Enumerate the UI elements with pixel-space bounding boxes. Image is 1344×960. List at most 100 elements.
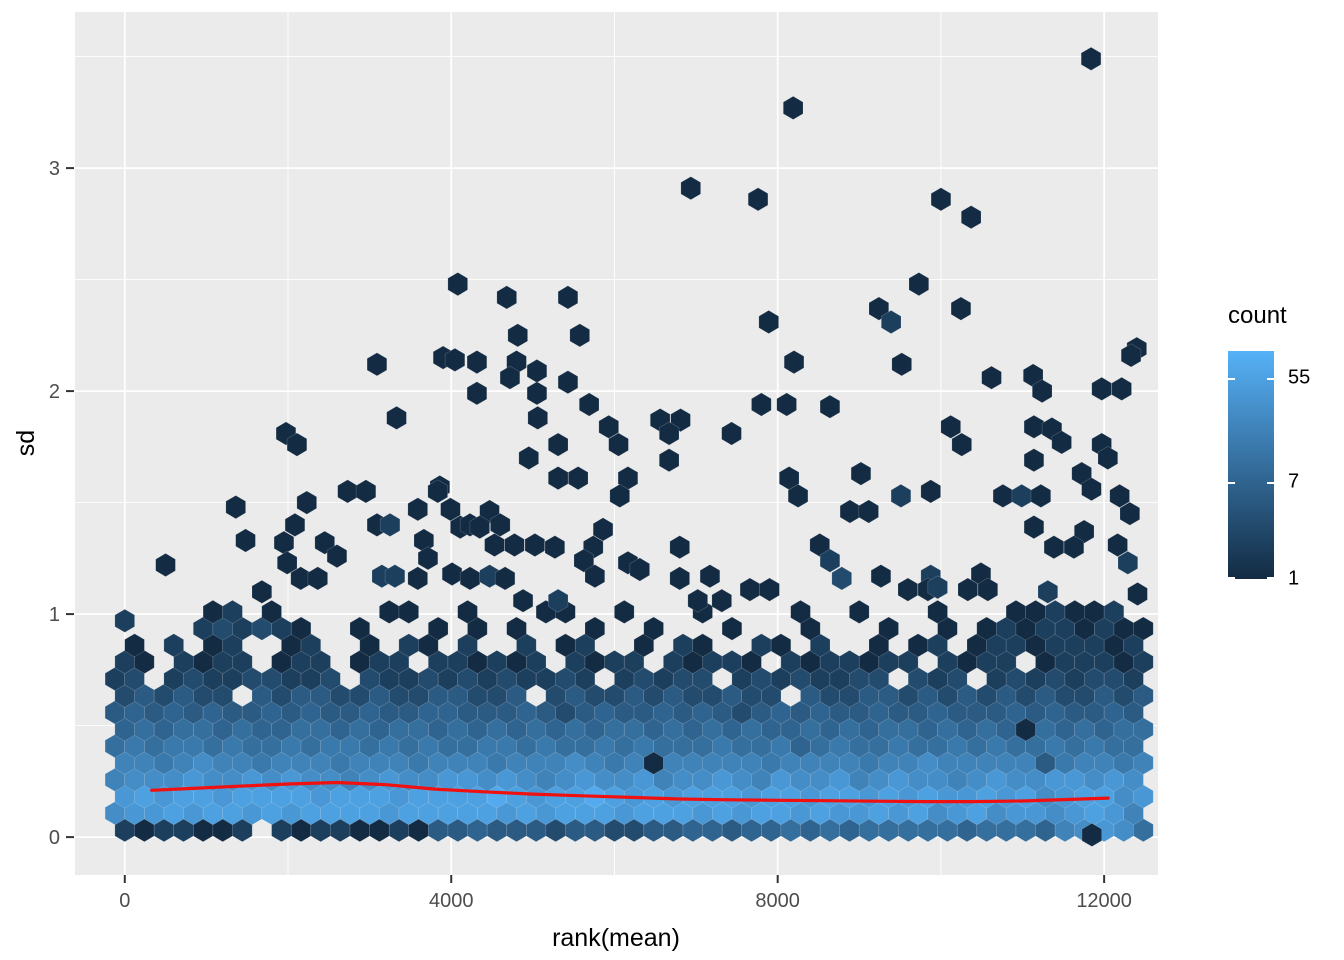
legend-tick-label: 1 [1288, 567, 1300, 590]
x-tick-label: 12000 [1076, 890, 1132, 912]
hex-bin [819, 394, 841, 419]
hex-bin [557, 370, 579, 395]
hex-bin [1023, 448, 1045, 473]
hex-bin [721, 616, 743, 641]
hex-bin [548, 432, 569, 457]
hex-bin [858, 499, 879, 524]
hex-bin [1081, 477, 1102, 502]
hex-bin [507, 323, 528, 348]
hex-bin [440, 497, 461, 522]
hex-bin [428, 616, 449, 641]
legend-colorbar-tick [1267, 577, 1274, 579]
hex-bin [881, 310, 902, 334]
legend-colorbar-tick [1267, 481, 1274, 484]
y-tick-label: 2 [49, 381, 60, 403]
hex-bin [379, 512, 401, 537]
hex-bin [608, 432, 629, 457]
hex-bin [870, 564, 892, 589]
hex-bin [687, 588, 708, 613]
hex-bin [504, 533, 525, 557]
hex-bin [908, 272, 929, 297]
hex-bin [568, 466, 589, 491]
y-axis-title: sd [12, 430, 40, 456]
hex-bin [526, 381, 548, 406]
hex-bin [783, 350, 805, 375]
hex-bin [1109, 483, 1130, 508]
hex-bin [849, 599, 870, 624]
hex-bin [296, 490, 317, 515]
hex-bin [831, 566, 852, 591]
hex-bin [548, 588, 569, 613]
hex-bin [721, 421, 742, 446]
hex-bin [447, 272, 468, 297]
legend-colorbar [1228, 351, 1274, 579]
hex-bin [573, 548, 594, 573]
hex-bin [868, 296, 889, 321]
hex-bin [496, 285, 517, 310]
hex-bin [643, 616, 664, 641]
hex-bin [669, 566, 690, 591]
hex-bin [1074, 519, 1095, 544]
hex-bin [787, 483, 809, 508]
hex-bin [314, 530, 335, 555]
hex-bin [307, 566, 328, 591]
hex-bin [527, 405, 548, 430]
hex-bin [251, 579, 272, 604]
hex-bin [584, 616, 605, 641]
hex-bin [819, 548, 841, 573]
hex-bin [598, 414, 619, 439]
hex-bin [770, 633, 792, 658]
hex-bin [699, 564, 721, 589]
hex-bin [951, 432, 972, 457]
hex-bin [711, 588, 732, 613]
hex-bin [592, 517, 614, 542]
hex-bin [977, 577, 998, 602]
hex-bin [759, 577, 780, 602]
hex-bin [524, 533, 545, 557]
hex-bin [957, 577, 978, 602]
hex-bin [1043, 535, 1065, 560]
hex-bin [920, 479, 941, 504]
y-tick-label: 0 [49, 827, 60, 849]
hex-bin [384, 564, 406, 589]
hex-bin [1080, 46, 1102, 71]
legend-title: count [1228, 302, 1287, 329]
hex-bin [441, 562, 463, 586]
legend-tick-label: 55 [1288, 366, 1311, 389]
hex-bin [950, 296, 972, 321]
hex-bin [444, 347, 466, 372]
hex-bin [326, 544, 348, 569]
hex-bin [469, 515, 490, 540]
hex-bin [614, 599, 635, 624]
hex-bin [466, 381, 488, 406]
hex-bin [1119, 501, 1140, 526]
y-tick-label: 3 [49, 158, 60, 180]
hex-bin [758, 310, 779, 334]
hex-bin [1023, 515, 1045, 540]
hex-bin [680, 176, 701, 201]
hex-bin [1030, 483, 1051, 508]
hex-bin [783, 95, 804, 120]
hex-bin [286, 432, 308, 457]
hex-bin [1023, 414, 1045, 439]
hex-bin [1117, 550, 1138, 575]
hex-bin [1081, 822, 1102, 847]
hex-bin [776, 392, 797, 417]
hex-bin [897, 577, 918, 602]
hex-bin [790, 599, 811, 624]
hex-bin [569, 323, 590, 348]
hex-bin [225, 495, 246, 520]
hex-bin [235, 528, 256, 553]
hex-bin [1111, 376, 1132, 401]
hex-bin [484, 533, 505, 557]
hex-bin [609, 483, 630, 508]
hex-bin [277, 550, 298, 575]
hex-bin [1051, 430, 1072, 455]
hex-bin [1032, 379, 1053, 404]
hex-bin [927, 575, 948, 600]
hex-bin [579, 392, 600, 417]
hex-bin [659, 421, 680, 446]
hex-bin [1103, 599, 1125, 624]
hex-bin [124, 633, 145, 658]
